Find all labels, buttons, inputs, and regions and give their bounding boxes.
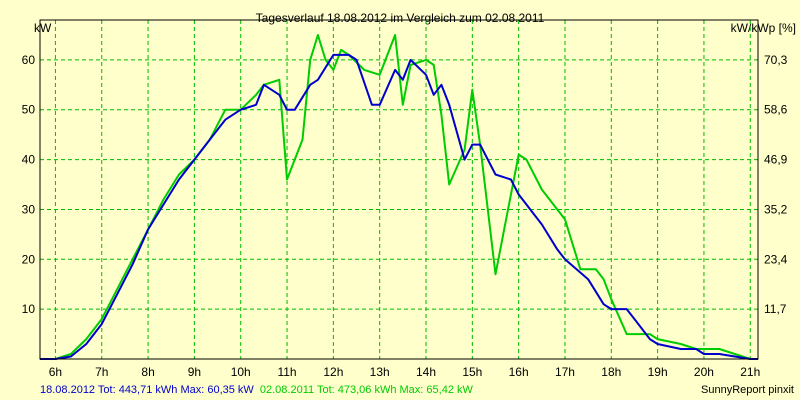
x-tick-label: 9h [188,365,201,379]
x-tick-label: 14h [416,365,436,379]
x-tick-label: 7h [95,365,108,379]
x-tick-label: 19h [648,365,668,379]
x-tick-label: 11h [277,365,296,379]
footer-legend: 18.08.2012 Tot: 443,71 kWh Max: 60,35 kW… [40,384,473,396]
tick-labels: 6h 7h 8h 9h 10h 11h 12h 13h 14h 15h 16h 17h 18h 19h 20… [22,53,788,379]
series-lines [40,34,758,360]
y-tick-label-left: 20 [22,252,36,266]
legend-series-2012: 18.08.2012 Tot: 443,71 kWh Max: 60,35 kW [40,384,254,396]
x-tick-label: 18h [601,365,621,379]
plot-frame [39,19,759,360]
x-tick-label: 20h [694,365,714,379]
y-axis-label-left: kW [34,21,52,35]
y-tick-label-right: 11,7 [764,302,787,316]
x-tick-label: 17h [555,365,575,379]
y-tick-label-right: 23,4 [764,252,788,266]
legend-series-2011: 02.08.2011 Tot: 473,06 kWh Max: 65,42 kW [260,384,474,396]
y-tick-label-right: 35,2 [764,202,788,216]
x-tick-label: 21h [740,365,760,379]
y-tick-label-left: 60 [22,53,36,67]
y-tick-label-right: 46,9 [764,153,788,167]
chart-title: Tagesverlauf 18.08.2012 im Vergleich zum… [256,11,545,25]
series-line-2012 [40,53,758,360]
series-line-2011 [40,34,758,360]
y-tick-label-right: 58,6 [764,103,788,117]
x-tick-label: 13h [370,365,390,379]
y-tick-label-right: 70,3 [764,53,788,67]
y-tick-label-left: 40 [22,153,36,167]
x-tick-label: 12h [323,365,343,379]
x-tick-label: 8h [141,365,154,379]
y-tick-label-left: 10 [22,302,36,316]
x-tick-label: 16h [509,365,529,379]
x-tick-label: 6h [49,365,62,379]
y-tick-label-left: 50 [22,103,36,117]
grid-lines [40,20,758,359]
x-tick-label: 15h [462,365,482,379]
x-tick-label: 10h [231,365,251,379]
y-axis-label-right: kW/kWp [%] [731,21,796,35]
y-tick-label-left: 30 [22,202,36,216]
footer-credit: SunnyReport pinxit [701,384,794,396]
